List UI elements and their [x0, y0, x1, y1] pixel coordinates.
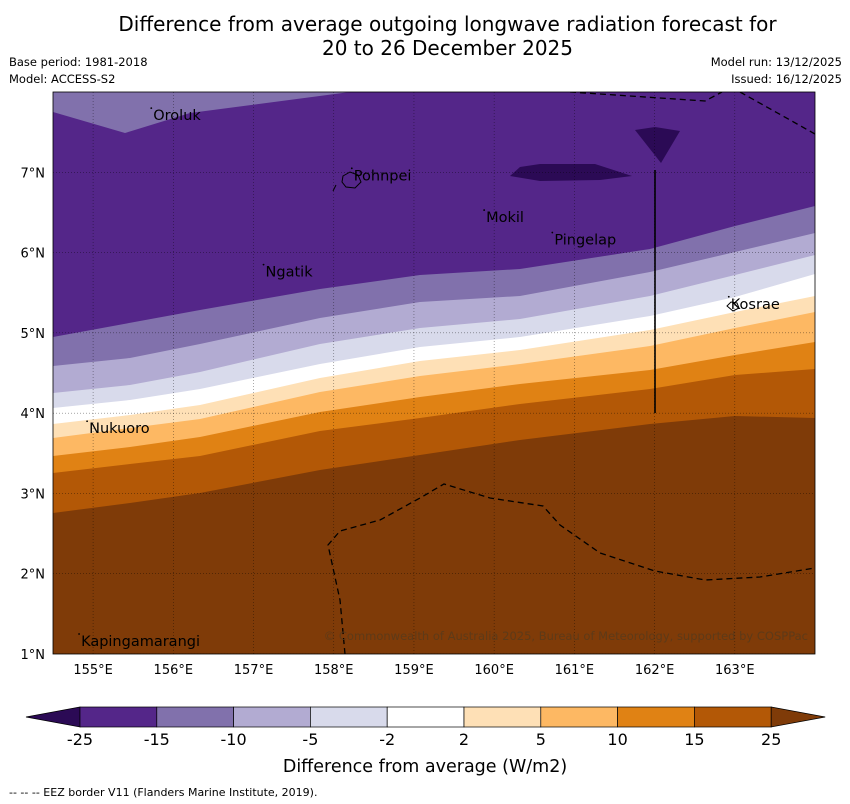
longitude-label: 163°E	[715, 663, 755, 678]
longitude-label: 161°E	[555, 663, 595, 678]
colorbar-tick-label: 10	[607, 730, 627, 749]
longitude-label: 162°E	[635, 663, 675, 678]
latitude-label: 6°N	[21, 247, 46, 262]
contour-bands	[53, 92, 815, 654]
colorbar-tick-label: -2	[379, 730, 395, 749]
graticule	[53, 92, 815, 654]
colorbar-tick-label: -10	[221, 730, 247, 749]
latitude-labels: 7°N 6°N 5°N 4°N 3°N 2°N 1°N	[21, 166, 46, 663]
colorbar-segment	[156, 706, 234, 728]
longitude-label: 159°E	[394, 663, 434, 678]
place-label-pohnpei: Pohnpei	[354, 168, 412, 184]
colorbar-segment	[233, 706, 311, 728]
latitude-label: 2°N	[21, 568, 46, 583]
colorbar-segment	[386, 706, 465, 728]
place-marker	[78, 633, 80, 635]
copyright-notice: © Commonwealth of Australia 2025, Bureau…	[324, 629, 808, 643]
meta-right: Model run: 13/12/2025 Issued: 16/12/2025	[711, 54, 842, 88]
meta-left: Base period: 1981-2018 Model: ACCESS-S2	[9, 54, 148, 88]
colorbar-tick-label: 5	[536, 730, 546, 749]
map-frame	[52, 91, 816, 655]
place-marker	[350, 167, 353, 170]
map-title: Difference from average outgoing longwav…	[0, 12, 850, 60]
pohnpei-islet-shape	[332, 184, 337, 192]
colorbar-segment	[310, 706, 388, 728]
band-below-neg25-b	[635, 127, 680, 163]
place-marker	[86, 420, 88, 423]
pohnpei-island-shape	[341, 171, 362, 189]
base-period: Base period: 1981-2018	[9, 55, 148, 69]
model-name: Model: ACCESS-S2	[9, 72, 116, 86]
place-marker	[483, 209, 486, 211]
model-run: Model run: 13/12/2025	[710, 55, 842, 69]
place-marker	[262, 263, 265, 266]
colorbar-under-arrow	[25, 706, 81, 728]
eez-border-south	[327, 483, 815, 654]
band-above-25	[53, 416, 815, 654]
latitude-label: 1°N	[21, 648, 46, 663]
place-label-kosrae: Kosrae	[731, 297, 780, 313]
eez-border-northeast	[739, 92, 815, 135]
colorbar-segment	[540, 706, 618, 728]
kosrae-island-shape	[726, 301, 740, 312]
band-below-neg25-a	[510, 164, 632, 181]
colorbar-label: Difference from average (W/m2)	[283, 757, 567, 777]
place-label-oroluk: Oroluk	[153, 108, 201, 124]
longitude-label: 160°E	[474, 663, 514, 678]
place-label-mokil: Mokil	[486, 210, 524, 226]
eez-border-north	[569, 92, 723, 102]
place-label-pingelap: Pingelap	[554, 233, 616, 249]
place-marker	[727, 295, 730, 298]
colorbar-over-arrow	[770, 706, 826, 728]
title-line-1: Difference from average outgoing longwav…	[118, 12, 777, 36]
longitude-label: 158°E	[314, 663, 354, 678]
eez-borders	[327, 92, 815, 654]
latitude-label: 7°N	[21, 166, 46, 181]
colorbar-segment	[463, 706, 542, 728]
place-marker	[150, 107, 153, 109]
longitude-labels: 155°E 156°E 157°E 158°E 159°E 160°E 161°E 162°E…	[73, 663, 754, 678]
place-label-nukuoro: Nukuoro	[89, 421, 150, 437]
title-line-2: 20 to 26 December 2025	[321, 36, 573, 60]
colorbar-tick-label: 25	[761, 730, 781, 749]
colorbar-tick-label: 15	[684, 730, 704, 749]
longitude-label: 155°E	[73, 663, 113, 678]
longitude-label: 157°E	[234, 663, 274, 678]
colorbar-tick-label: 2	[459, 730, 469, 749]
place-label-ngatik: Ngatik	[266, 265, 314, 281]
latitude-label: 4°N	[21, 407, 46, 422]
islands	[332, 171, 740, 312]
colorbar: -25 -15 -10 -5 -2 2 5 10 15 25	[25, 706, 826, 749]
colorbar-segment	[694, 706, 772, 728]
latitude-label: 3°N	[21, 487, 46, 502]
colorbar-segment	[617, 706, 695, 728]
place-label-kapingamarangi: Kapingamarangi	[81, 634, 200, 650]
eez-footnote: -- -- -- EEZ border V11 (Flanders Marine…	[9, 786, 318, 799]
place-labels: Oroluk Pohnpei Mokil Pingelap Ngatik Kosrae Nu…	[78, 107, 780, 650]
colorbar-tick-label: -15	[144, 730, 170, 749]
place-marker	[551, 231, 554, 234]
colorbar-tick-label: -25	[67, 730, 93, 749]
band-neg25-to-neg15	[53, 92, 815, 337]
colorbar-segment	[79, 706, 158, 728]
longitude-label: 156°E	[154, 663, 194, 678]
issued-date: Issued: 16/12/2025	[731, 72, 842, 86]
latitude-label: 5°N	[21, 327, 46, 342]
colorbar-tick-label: -5	[302, 730, 318, 749]
